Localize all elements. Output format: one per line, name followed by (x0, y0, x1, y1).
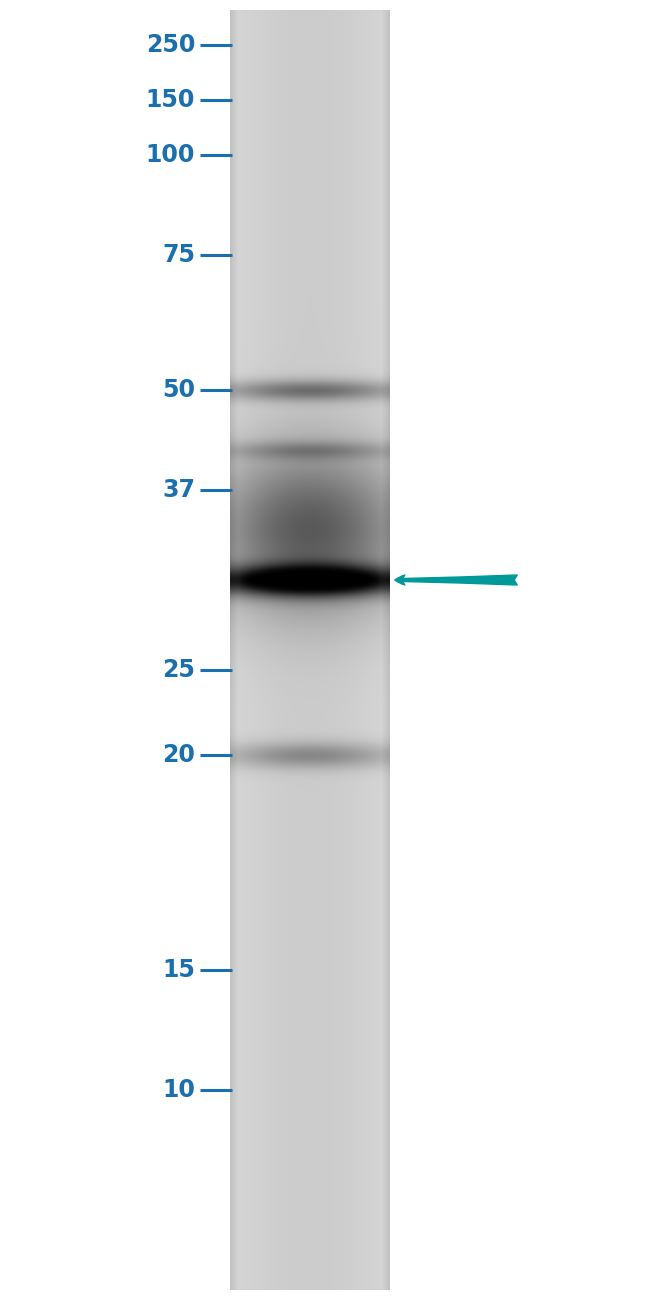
Text: 50: 50 (162, 378, 195, 402)
Text: 250: 250 (146, 32, 195, 57)
Text: 25: 25 (162, 658, 195, 682)
Text: 10: 10 (162, 1078, 195, 1102)
Text: 150: 150 (146, 88, 195, 112)
Text: 75: 75 (162, 243, 195, 266)
Text: 37: 37 (162, 478, 195, 502)
Text: 15: 15 (162, 958, 195, 982)
Text: 100: 100 (146, 143, 195, 166)
Text: 20: 20 (162, 744, 195, 767)
